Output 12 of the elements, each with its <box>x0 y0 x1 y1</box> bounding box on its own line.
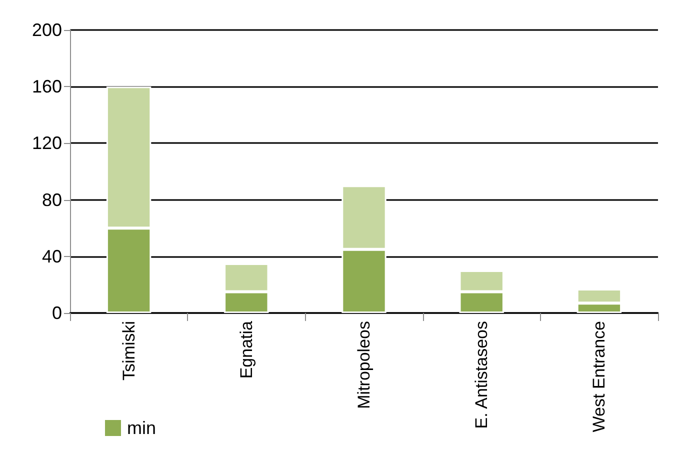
y-tick-label: 160 <box>32 76 62 97</box>
legend-label: min <box>127 418 156 438</box>
x-tick-label: Egnatia <box>236 320 256 379</box>
y-tick-label: 40 <box>42 246 62 266</box>
x-tick-label: West Entrance <box>590 321 609 432</box>
y-tick-label: 200 <box>32 20 62 40</box>
y-tick-label: 120 <box>32 133 62 154</box>
x-tick-label: E. Antistaseos <box>472 321 492 429</box>
y-tick-label: 0 <box>52 303 62 323</box>
y-tick-label: 80 <box>42 190 62 210</box>
x-tick-label: Tsimiski <box>119 321 138 380</box>
x-tick-label: Mitropoleos <box>354 321 374 409</box>
